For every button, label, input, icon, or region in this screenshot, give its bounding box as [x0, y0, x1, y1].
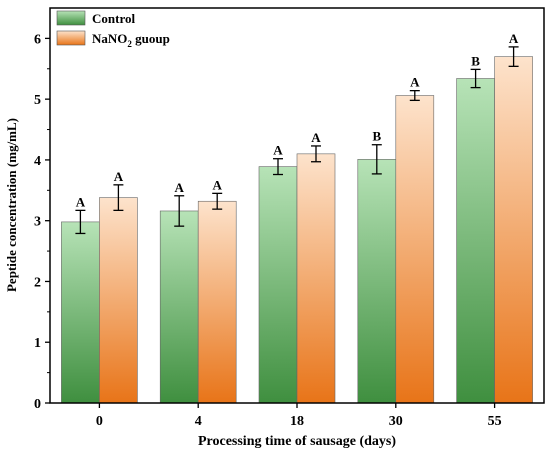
legend-label-nano2-main: NaNO	[92, 31, 127, 46]
bar-control-day-4	[159, 210, 199, 404]
x-axis: 0 4 18 30 55	[96, 403, 502, 429]
y-tick-label-3: 3	[34, 215, 41, 230]
bars-layer	[61, 56, 533, 404]
y-axis-label: Peptide concentration (mg/mL)	[4, 118, 19, 292]
y-tick-label-2: 2	[34, 275, 41, 290]
error-bars-layer	[75, 46, 519, 235]
y-tick-label-6: 6	[34, 32, 41, 47]
bar-nano2-day-0	[99, 197, 138, 404]
significance-label-nano2-day-18: A	[311, 130, 321, 145]
bar-control-day-0	[61, 221, 100, 404]
x-tick-label-18: 18	[290, 414, 304, 429]
bar-nano2-day-30	[395, 95, 435, 404]
significance-label-control-day-55: B	[471, 53, 480, 68]
significance-label-control-day-18: A	[273, 143, 283, 158]
x-tick-label-55: 55	[488, 414, 502, 429]
significance-label-control-day-4: A	[175, 180, 185, 195]
x-axis-label: Processing time of sausage (days)	[198, 434, 396, 449]
significance-label-nano2-day-4: A	[213, 177, 223, 192]
bar-control-day-30	[357, 159, 397, 404]
bar-control-day-55	[456, 78, 495, 404]
significance-labels-layer: A A A A A A B A B A	[76, 31, 519, 209]
legend-label-nano2-subscript: 2	[127, 39, 132, 49]
y-tick-label-1: 1	[34, 336, 41, 351]
significance-label-nano2-day-55: A	[509, 31, 519, 46]
legend-swatch-nano2	[56, 30, 86, 46]
bar-control-day-18	[258, 166, 298, 404]
significance-label-control-day-0: A	[76, 194, 86, 209]
bar-nano2-day-55	[494, 56, 533, 404]
significance-label-control-day-30: B	[372, 129, 381, 144]
y-tick-label-0: 0	[34, 397, 41, 412]
significance-label-nano2-day-0: A	[114, 169, 124, 184]
legend-label-nano2-tail: guoup	[132, 31, 170, 46]
legend-label-nano2: NaNO2 guoup	[92, 31, 170, 49]
bar-nano2-day-18	[296, 153, 336, 404]
legend-swatch-control	[56, 10, 86, 26]
legend: Control NaNO2 guoup	[56, 10, 170, 49]
x-tick-label-30: 30	[389, 414, 403, 429]
x-tick-label-0: 0	[96, 414, 103, 429]
legend-label-control: Control	[92, 11, 135, 26]
bar-nano2-day-4	[197, 200, 237, 404]
y-tick-label-5: 5	[34, 93, 41, 108]
y-axis: 0 1 2 3 4 5 6	[34, 32, 50, 412]
significance-label-nano2-day-30: A	[410, 75, 420, 90]
y-tick-label-4: 4	[34, 154, 41, 169]
x-tick-label-4: 4	[195, 414, 202, 429]
